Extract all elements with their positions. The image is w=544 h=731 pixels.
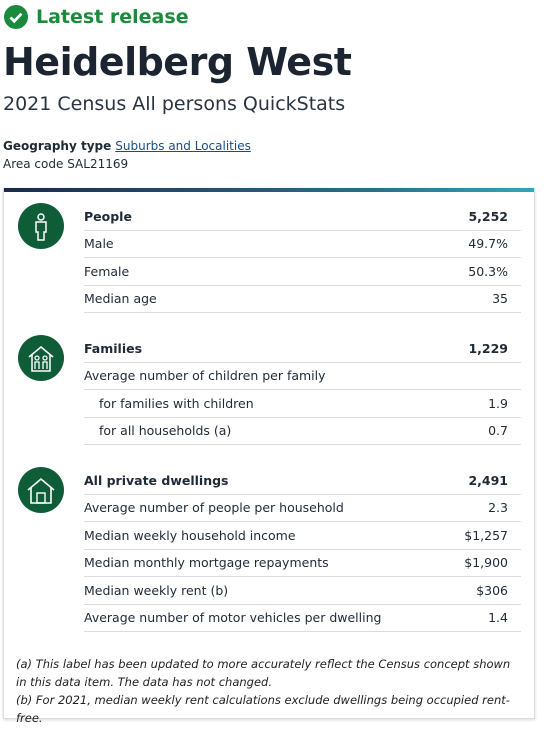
label: Median weekly household income [84, 527, 296, 543]
stat-row: Median weekly household income $1,257 [84, 522, 521, 550]
value: $306 [476, 582, 508, 598]
value: SAL21169 [67, 157, 129, 171]
house-icon [18, 467, 64, 513]
label: People [84, 208, 132, 224]
stat-row: People 5,252 [84, 203, 521, 231]
value: 2.3 [488, 500, 508, 516]
label: Area code [3, 157, 64, 171]
stat-row: Female 50.3% [84, 258, 521, 286]
footnote: (b) For 2021, median weekly rent calcula… [16, 693, 510, 725]
value: 0.7 [488, 423, 508, 439]
stat-row: Median weekly rent (b) $306 [84, 577, 521, 605]
subtitle: 2021 Census All persons QuickStats [3, 93, 346, 115]
area: Area code SAL21169 [3, 157, 128, 171]
stats-card: People 5,252 Male 49.7% Female 50.3% Median… [3, 188, 535, 719]
check-icon [4, 5, 28, 29]
value: $1,257 [464, 527, 508, 543]
stat-row: Median monthly mortgage repayments $1,900 [84, 550, 521, 577]
rows: Families 1,229 Average number of children… [84, 335, 521, 445]
stat-row: for families with children 1.9 [84, 390, 521, 418]
stat-row: Median age 35 [84, 286, 521, 313]
label: Average number of people per household [84, 500, 344, 516]
release-badge: Latest release [4, 5, 189, 29]
stat-row: All private dwellings 2,491 [84, 467, 521, 495]
value: 2,491 [468, 472, 508, 488]
label: Geography type [3, 139, 112, 153]
stat-row: Families 1,229 [84, 335, 521, 363]
value: 35 [492, 291, 508, 307]
label: Families [84, 340, 143, 356]
stat-row: Average number of motor vehicles per dwe… [84, 605, 521, 632]
rows: People 5,252 Male 49.7% Female 50.3% Median… [84, 203, 521, 313]
value: $1,900 [464, 555, 508, 571]
label: for families with children [99, 395, 254, 411]
stat-row: Male 49.7% [84, 231, 521, 258]
label: Median weekly rent (b) [84, 582, 229, 598]
footnote: (a) This label has been updated to more … [16, 657, 511, 689]
value: 1.4 [488, 610, 508, 626]
family-icon [18, 335, 64, 381]
label: for all households (a) [99, 423, 232, 439]
stat-row: Average number of children per family [84, 363, 521, 390]
footnotes: (a) This label has been updated to more … [16, 655, 521, 727]
stat-row: Average number of people per household 2.… [84, 495, 521, 522]
title: Heidelberg West [3, 40, 352, 84]
label: Average number of motor vehicles per dwe… [84, 610, 382, 626]
geography: Geography type Suburbs and Localities [3, 139, 251, 153]
label: Average number of children per family [84, 368, 326, 384]
label: All private dwellings [84, 472, 229, 488]
label: Female [84, 263, 130, 279]
link[interactable]: Suburbs and Localities [115, 139, 251, 153]
value: 5,252 [468, 208, 508, 224]
value: 49.7% [468, 236, 508, 252]
label: Median monthly mortgage repayments [84, 555, 329, 571]
label: Median age [84, 291, 157, 307]
status: Latest release [36, 6, 189, 28]
value: 50.3% [468, 263, 508, 279]
value: 1.9 [488, 395, 508, 411]
stat-row: for all households (a) 0.7 [84, 418, 521, 445]
rows: All private dwellings 2,491 Average numbe… [84, 467, 521, 632]
value: 1,229 [468, 340, 508, 356]
people-icon [18, 203, 64, 249]
label: Male [84, 236, 114, 252]
top-bar [4, 188, 534, 192]
